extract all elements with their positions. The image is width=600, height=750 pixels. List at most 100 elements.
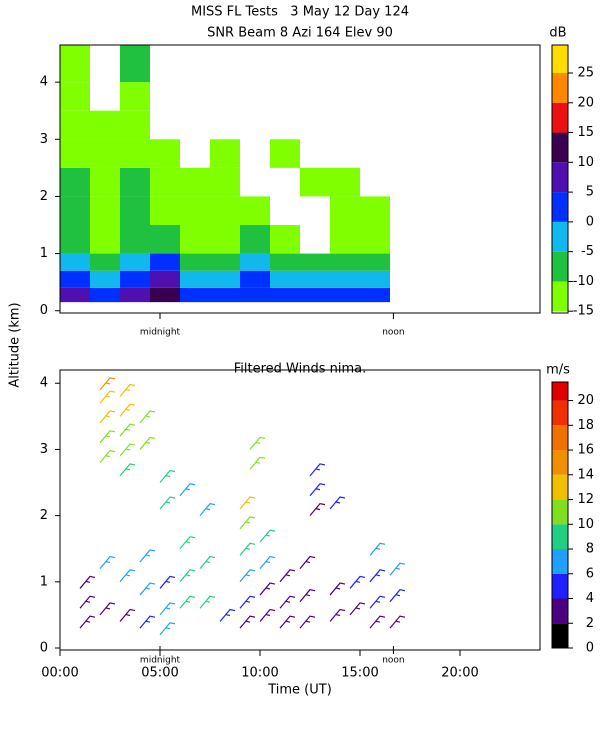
x-tick-label: 00:00 bbox=[41, 666, 78, 681]
heatmap-cell bbox=[150, 287, 180, 303]
colorbar-band bbox=[552, 400, 568, 426]
heatmap-cell bbox=[240, 253, 270, 271]
wind-barb bbox=[119, 443, 136, 457]
y-tick-label: 0 bbox=[40, 641, 48, 656]
wind-barb bbox=[349, 575, 366, 589]
wind-barb bbox=[179, 595, 196, 609]
heatmap-cell bbox=[120, 287, 150, 303]
heatmap-cell bbox=[270, 253, 300, 271]
heatmap-cell bbox=[300, 167, 330, 197]
heatmap-cell bbox=[120, 225, 150, 254]
wind-barb bbox=[239, 496, 256, 510]
y-tick-label: 2 bbox=[40, 189, 48, 204]
heatmap-cell bbox=[300, 287, 330, 303]
heatmap-cell bbox=[60, 270, 90, 288]
heatmap-cell bbox=[240, 196, 270, 225]
heatmap-cell bbox=[90, 253, 120, 271]
wind-barb bbox=[329, 496, 346, 510]
wind-barb bbox=[329, 582, 346, 596]
colorbar-tick-label: 20 bbox=[577, 95, 594, 110]
wind-barb bbox=[299, 615, 316, 629]
wind-barb bbox=[99, 450, 116, 464]
wind-barb bbox=[369, 595, 386, 609]
heatmap-cell bbox=[60, 82, 90, 111]
wind-barb bbox=[349, 602, 366, 616]
x-axis-label: Time (UT) bbox=[267, 683, 332, 698]
wind-barb bbox=[99, 390, 116, 404]
local-tick-label: midnight bbox=[140, 656, 181, 666]
wind-barb bbox=[239, 595, 256, 609]
wind-barb bbox=[179, 569, 196, 583]
local-tick-label: noon bbox=[382, 656, 404, 666]
wind-barb bbox=[279, 595, 296, 609]
heatmap-cell bbox=[330, 167, 360, 197]
wind-barb bbox=[159, 602, 176, 616]
plot-frame bbox=[59, 369, 541, 651]
x-tick-label: noon bbox=[382, 328, 404, 338]
heatmap-cell bbox=[210, 253, 240, 271]
heatmap-cell bbox=[120, 196, 150, 225]
heatmap-cell bbox=[60, 196, 90, 225]
x-tick-label: midnight bbox=[140, 328, 181, 338]
heatmap-cell bbox=[240, 270, 270, 288]
heatmap-cell bbox=[240, 225, 270, 254]
wind-barb bbox=[239, 516, 256, 530]
wind-barb bbox=[199, 595, 216, 609]
heatmap-cell bbox=[90, 139, 120, 168]
colorbar-tick-label: 8 bbox=[586, 542, 594, 557]
colorbar-band bbox=[552, 425, 568, 451]
wind-barb bbox=[369, 542, 386, 556]
wind-barb bbox=[389, 562, 406, 576]
heatmap-cell bbox=[300, 270, 330, 288]
wind-barb bbox=[79, 575, 96, 589]
heatmap-cell bbox=[330, 287, 360, 303]
colorbar-tick-label: 12 bbox=[577, 492, 594, 507]
chart-subtitle: SNR Beam 8 Azi 164 Elev 90 bbox=[207, 26, 393, 41]
wind-barb bbox=[179, 536, 196, 550]
wind-barb bbox=[179, 483, 196, 497]
heatmap-cell bbox=[210, 270, 240, 288]
heatmap-cell bbox=[90, 270, 120, 288]
colorbar-frame bbox=[551, 44, 569, 314]
heatmap-cell bbox=[180, 253, 210, 271]
heatmap-cell bbox=[360, 270, 390, 288]
heatmap-cell bbox=[120, 45, 150, 83]
y-tick-label: 0 bbox=[40, 303, 48, 318]
wind-barb bbox=[239, 569, 256, 583]
wind-barb bbox=[249, 456, 266, 470]
x-tick-label: 05:00 bbox=[141, 666, 178, 681]
wind-barb bbox=[299, 555, 316, 569]
wind-barb bbox=[79, 595, 96, 609]
heatmap-cell bbox=[120, 110, 150, 140]
wind-barb bbox=[329, 608, 346, 622]
colorbar-tick-label: 10 bbox=[577, 155, 594, 170]
heatmap-cell bbox=[360, 287, 390, 303]
heatmap-cell bbox=[360, 253, 390, 271]
y-tick-label: 3 bbox=[40, 442, 48, 457]
colorbar-band bbox=[552, 102, 568, 133]
colorbar-label: dB bbox=[549, 26, 566, 41]
colorbar-band bbox=[552, 192, 568, 222]
colorbar-band bbox=[552, 524, 568, 550]
heatmap-cell bbox=[330, 225, 360, 254]
wind-barb bbox=[239, 542, 256, 556]
chart-title: MISS FL Tests 3 May 12 Day 124 bbox=[191, 5, 409, 20]
heatmap-cell bbox=[210, 287, 240, 303]
colorbar-tick-label: 18 bbox=[577, 418, 594, 433]
colorbar-band bbox=[552, 45, 568, 73]
heatmap-cell bbox=[60, 110, 90, 140]
heatmap-cell bbox=[210, 225, 240, 254]
wind-barb bbox=[279, 569, 296, 583]
wind-barb bbox=[259, 555, 276, 569]
x-tick-label: 10:00 bbox=[241, 666, 278, 681]
wind-barb bbox=[159, 622, 176, 636]
colorbar-tick-label: 16 bbox=[577, 443, 594, 458]
heatmap-cell bbox=[60, 253, 90, 271]
y-tick-label: 1 bbox=[40, 246, 48, 261]
wind-barb bbox=[259, 608, 276, 622]
heatmap-cell bbox=[210, 196, 240, 225]
wind-barb bbox=[119, 608, 136, 622]
heatmap-cell bbox=[120, 253, 150, 271]
wind-barb bbox=[239, 615, 256, 629]
